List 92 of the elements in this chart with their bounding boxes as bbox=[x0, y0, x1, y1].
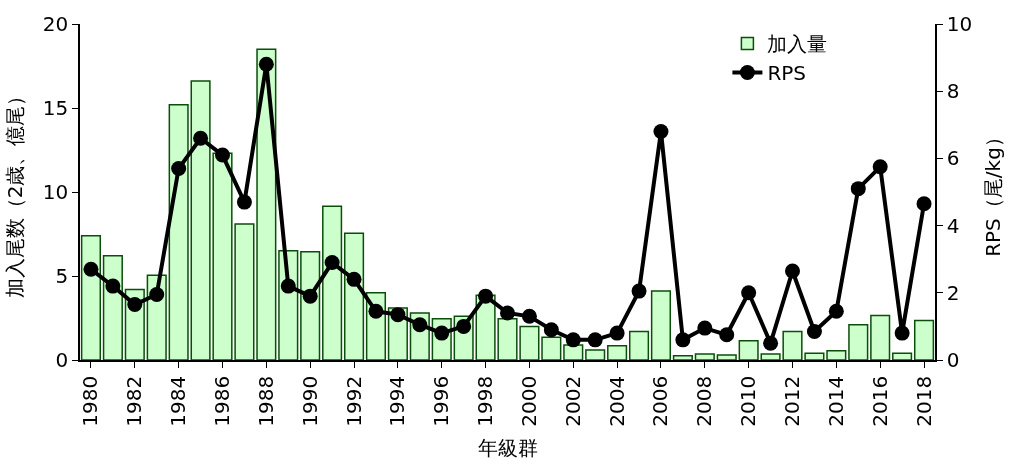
x-tick-label: 2016 bbox=[867, 375, 892, 427]
x-tick-label: 1980 bbox=[78, 375, 103, 427]
bar bbox=[738, 339, 759, 360]
point bbox=[609, 325, 625, 341]
x-tick-label: 1994 bbox=[385, 375, 410, 427]
x-tick-label: 1988 bbox=[253, 375, 278, 427]
point bbox=[258, 56, 274, 72]
x-tick-label: 1990 bbox=[297, 375, 322, 427]
bar bbox=[628, 330, 650, 360]
x-tick-label: 2002 bbox=[560, 375, 585, 427]
x-tick-label: 2006 bbox=[648, 375, 673, 427]
point bbox=[675, 332, 691, 348]
point bbox=[171, 160, 187, 176]
point bbox=[346, 271, 362, 287]
bar bbox=[168, 103, 189, 360]
x-tick-label: 2008 bbox=[692, 375, 717, 427]
point bbox=[521, 308, 537, 324]
bar bbox=[672, 355, 693, 360]
bar bbox=[826, 350, 847, 360]
point bbox=[806, 323, 822, 339]
y2-tick-label: 0 bbox=[946, 348, 960, 372]
point bbox=[872, 159, 888, 175]
point bbox=[916, 196, 932, 212]
x-tick-label: 2000 bbox=[516, 375, 541, 427]
bar bbox=[80, 234, 102, 360]
point bbox=[368, 303, 384, 319]
point bbox=[105, 278, 121, 294]
y-tick-label: 20 bbox=[42, 12, 69, 36]
x-tick-label: 2004 bbox=[604, 375, 629, 427]
x-axis-title: 年級群 bbox=[477, 435, 538, 460]
bar bbox=[870, 314, 891, 360]
y2-tick-label: 4 bbox=[946, 213, 960, 238]
point bbox=[543, 322, 559, 338]
bar bbox=[585, 349, 606, 360]
y2-tick-label: 2 bbox=[946, 280, 960, 305]
point bbox=[302, 288, 318, 304]
point bbox=[324, 255, 340, 271]
y-tick-label: 0 bbox=[55, 348, 69, 372]
bar bbox=[716, 354, 737, 360]
x-tick-label: 2018 bbox=[911, 375, 936, 427]
y2-tick-label: 8 bbox=[946, 79, 960, 104]
point bbox=[763, 335, 779, 351]
legend-label: 加入量 bbox=[767, 32, 828, 57]
point bbox=[127, 297, 143, 313]
bar bbox=[563, 344, 584, 360]
y2-tick-label: 10 bbox=[946, 12, 973, 36]
x-tick-label: 1996 bbox=[429, 375, 454, 427]
bar bbox=[322, 205, 343, 360]
point bbox=[631, 283, 647, 299]
point bbox=[828, 303, 844, 319]
x-tick-label: 2014 bbox=[823, 375, 848, 427]
point bbox=[280, 278, 296, 294]
y2-tick-label: 6 bbox=[946, 146, 960, 171]
point bbox=[500, 305, 515, 321]
bar bbox=[650, 290, 672, 360]
point bbox=[719, 327, 735, 343]
y-axis-title: 加入尾数（2歳、億尾） bbox=[2, 85, 27, 299]
bar bbox=[848, 323, 869, 360]
point bbox=[412, 317, 428, 333]
point bbox=[236, 194, 252, 210]
y-tick-label: 5 bbox=[55, 264, 69, 288]
x-tick-label: 1992 bbox=[341, 375, 366, 427]
bar bbox=[607, 344, 628, 360]
bar bbox=[892, 352, 913, 360]
point bbox=[697, 320, 713, 336]
legend-label: RPS bbox=[767, 61, 807, 86]
point bbox=[215, 147, 230, 163]
point bbox=[565, 332, 581, 348]
y2-axis-title: RPS（尾/kg） bbox=[981, 127, 1006, 257]
point bbox=[653, 124, 669, 140]
bar bbox=[541, 336, 562, 360]
point bbox=[894, 325, 910, 341]
bar bbox=[694, 353, 715, 360]
point bbox=[587, 332, 603, 348]
point bbox=[850, 181, 866, 197]
point bbox=[149, 286, 165, 302]
y-tick-label: 15 bbox=[42, 96, 69, 120]
point bbox=[456, 318, 472, 334]
x-tick-label: 1998 bbox=[473, 375, 498, 427]
point bbox=[193, 130, 209, 146]
point bbox=[478, 288, 494, 304]
x-tick-label: 1982 bbox=[122, 375, 147, 427]
x-tick-label: 1984 bbox=[166, 375, 191, 427]
point bbox=[390, 307, 406, 323]
point bbox=[83, 261, 99, 277]
x-tick-label: 1986 bbox=[210, 375, 234, 427]
x-tick-label: 2012 bbox=[780, 375, 804, 427]
y-tick-label: 10 bbox=[42, 180, 69, 204]
x-tick-label: 2010 bbox=[736, 375, 761, 427]
point bbox=[741, 285, 757, 301]
point bbox=[785, 263, 800, 279]
bar bbox=[913, 319, 935, 360]
